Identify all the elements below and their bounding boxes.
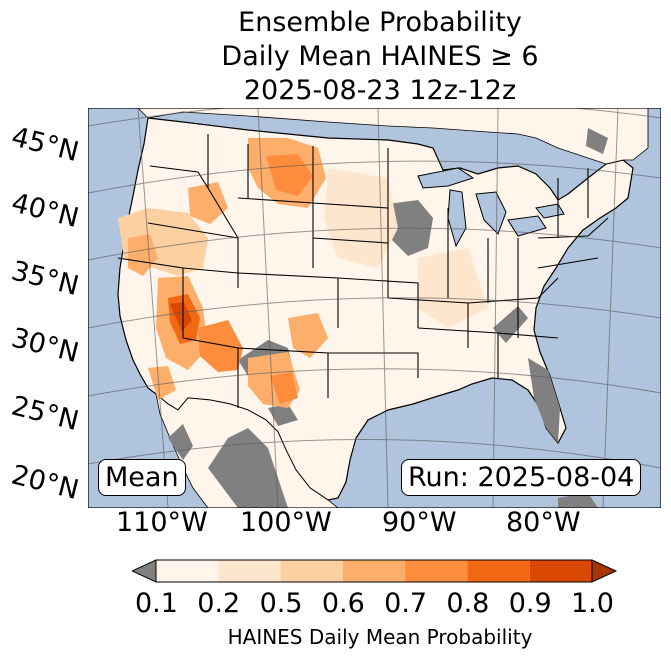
- lat-label-35n: 35°N: [8, 255, 82, 303]
- colorbar-tick-label: 0.6: [321, 588, 365, 619]
- lon-label-110w: 110°W: [116, 507, 208, 538]
- colorbar-over-arrow: [591, 559, 618, 583]
- colorbar-tick-label: 0.2: [197, 588, 241, 619]
- lat-label-25n: 25°N: [8, 390, 82, 438]
- lat-label-20n: 20°N: [8, 459, 82, 507]
- colorbar-segment: [342, 560, 406, 582]
- stat-box: Mean: [98, 459, 186, 496]
- graticule: [88, 108, 661, 508]
- colorbar-segment: [529, 560, 592, 582]
- colorbar-segment: [156, 560, 219, 582]
- colorbar-segments: [156, 560, 592, 582]
- chart-title-line1: Ensemble Probability: [238, 7, 522, 38]
- colorbar-segment: [405, 560, 468, 582]
- colorbar-tick-label: 0.1: [135, 588, 178, 619]
- lat-label-30n: 30°N: [8, 322, 82, 370]
- run-date-box: Run: 2025-08-04: [401, 459, 642, 496]
- lat-label-40n: 40°N: [8, 187, 82, 235]
- colorbar-tick-label: 0.8: [446, 588, 490, 619]
- state-boundaries: [117, 134, 609, 408]
- colorbar-tick-label: 0.5: [259, 588, 303, 619]
- lon-label-80w: 80°W: [506, 507, 581, 538]
- great-lakes: [417, 167, 565, 248]
- lon-label-100w: 100°W: [240, 507, 332, 538]
- colorbar-segment: [467, 560, 530, 582]
- colorbar-segment: [218, 560, 281, 582]
- chart-title-line3: 2025-08-23 12z-12z: [243, 75, 517, 106]
- colorbar-label: HAINES Daily Mean Probability: [227, 625, 533, 649]
- probability-map: [88, 108, 661, 508]
- chart-title-line2: Daily Mean HAINES ≥ 6: [221, 41, 539, 72]
- colorbar-tick-label: 1.0: [571, 588, 614, 619]
- probability-shading: [118, 138, 488, 408]
- colorbar-frame: [155, 559, 593, 583]
- colorbar-tick-label: 0.9: [508, 588, 552, 619]
- colorbar: [132, 559, 618, 583]
- lon-label-90w: 90°W: [382, 507, 457, 538]
- colorbar-tick-label: 0.7: [384, 588, 428, 619]
- lat-label-45n: 45°N: [8, 121, 82, 169]
- colorbar-segment: [280, 560, 343, 582]
- colorbar-under-arrow: [132, 559, 157, 583]
